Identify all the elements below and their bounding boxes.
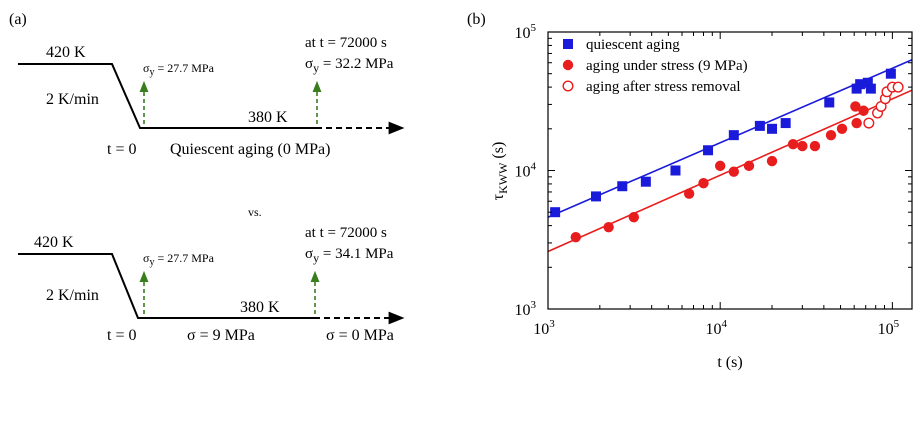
data-point-s1: [570, 231, 581, 243]
data-point-s1: [628, 212, 640, 223]
data-point-s0: [670, 165, 681, 176]
data-point-s0: [767, 123, 778, 134]
data-point-s1: [825, 129, 837, 141]
chart-legend: quiescent aging aging under stress (9 MPa…: [562, 37, 748, 95]
data-point-s1: [698, 177, 709, 189]
data-point-s0: [703, 145, 714, 156]
vs-label: vs.: [248, 205, 262, 219]
y-tick-label: 103: [515, 299, 537, 319]
data-point-s0: [754, 120, 765, 131]
x-tick-label: 104: [705, 318, 727, 338]
data-point-s0: [855, 79, 866, 90]
legend-label-2: aging after stress removal: [586, 79, 741, 95]
legend-label-1: aging under stress (9 MPa): [586, 58, 748, 74]
data-point-s1: [809, 140, 821, 152]
bottom-sigma-initial: σy = 27.7 MPa: [143, 251, 215, 268]
data-point-s1: [836, 123, 848, 135]
data-point-s0: [590, 191, 601, 202]
bottom-start-temp: 420 K: [34, 234, 74, 251]
bottom-at-time: at t = 72000 s: [305, 225, 387, 241]
panel-b: (b) 103 104 105 103 104 105 quiescent aging ag…: [467, 11, 913, 371]
data-point-s0: [550, 207, 561, 218]
data-point-s0: [885, 68, 896, 79]
data-point-s1: [851, 117, 862, 129]
panel-a-label: (a): [9, 11, 27, 28]
legend-marker-1: [562, 59, 574, 71]
data-point-s1: [787, 138, 799, 150]
top-hold-temp: 380 K: [248, 109, 288, 126]
top-t0: t = 0: [107, 141, 136, 158]
data-point-s0: [824, 97, 835, 108]
data-point-s1: [683, 188, 695, 199]
data-point-s1: [797, 140, 808, 152]
data-point-s0: [617, 181, 628, 192]
data-point-s1: [714, 160, 726, 172]
data-point-s1: [603, 221, 614, 233]
data-point-s1: [743, 160, 755, 172]
panel-a: (a) 420 K 2 K/min σy = 27.7 MPa at t = 7…: [9, 11, 405, 344]
bottom-stress-on: σ = 9 MPa: [187, 327, 255, 344]
top-start-temp: 420 K: [46, 44, 86, 61]
top-sigma-initial: σy = 27.7 MPa: [143, 61, 215, 78]
bottom-temperature-profile: [18, 253, 314, 319]
top-sigma-final: σy = 32.2 MPa: [305, 56, 394, 75]
x-axis-label: t (s): [717, 354, 742, 371]
bottom-stress-off: σ = 0 MPa: [326, 327, 394, 344]
data-point-s1: [850, 101, 861, 112]
data-point-s1: [728, 166, 740, 177]
data-point-s0: [865, 83, 876, 94]
data-point-s0: [862, 77, 873, 88]
top-cooling-rate: 2 K/min: [46, 91, 99, 108]
bottom-cooling-rate: 2 K/min: [46, 287, 99, 304]
y-tick-label: 104: [515, 161, 537, 181]
legend-marker-0: [563, 39, 573, 49]
data-point-s2: [863, 117, 875, 129]
bottom-schematic: 420 K 2 K/min σy = 27.7 MPa at t = 72000…: [18, 225, 405, 344]
y-tick-label: 105: [515, 22, 537, 42]
top-at-time: at t = 72000 s: [305, 35, 387, 51]
data-point-s0: [728, 130, 739, 141]
y-axis-label: τKWW (s): [490, 142, 510, 201]
bottom-hold-temp: 380 K: [240, 299, 280, 316]
top-caption: Quiescent aging (0 MPa): [170, 141, 330, 158]
data-point-s0: [780, 118, 791, 129]
data-point-s1: [858, 105, 869, 116]
legend-marker-2: [562, 80, 574, 92]
x-tick-label: 105: [878, 318, 900, 338]
data-point-s1: [766, 155, 778, 167]
x-tick-label: 103: [533, 318, 555, 338]
panel-b-label: (b): [467, 11, 486, 28]
chart-ticks: 103 104 105 103 104 105: [515, 22, 912, 338]
top-temperature-profile: [18, 63, 316, 129]
bottom-sigma-final: σy = 34.1 MPa: [305, 246, 394, 265]
legend-label-0: quiescent aging: [586, 37, 680, 53]
data-point-s0: [640, 176, 651, 187]
data-point-s2: [892, 81, 904, 93]
bottom-t0: t = 0: [107, 327, 136, 344]
top-schematic: 420 K 2 K/min σy = 27.7 MPa at t = 72000…: [18, 35, 405, 158]
chart-points: [550, 68, 904, 243]
